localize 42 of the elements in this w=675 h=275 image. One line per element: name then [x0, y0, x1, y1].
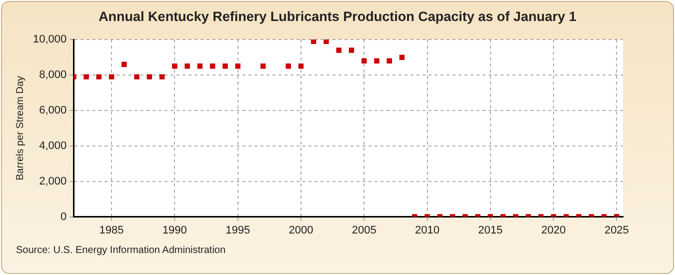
x-tick-label: 1990 — [162, 224, 187, 236]
point — [210, 64, 216, 69]
point — [324, 40, 329, 44]
point — [197, 64, 203, 69]
y-tick-label: 4,000 — [39, 140, 67, 152]
x-tick-label: 2005 — [352, 224, 376, 236]
point — [386, 58, 392, 64]
point — [159, 74, 165, 80]
x-tick-label: 2010 — [415, 224, 440, 236]
point — [122, 62, 127, 68]
point — [399, 54, 405, 60]
point — [260, 64, 266, 69]
y-tick-label: 0 — [60, 210, 67, 223]
point — [108, 74, 114, 80]
point — [361, 58, 367, 64]
x-tick-label: 1985 — [99, 224, 124, 236]
point — [184, 64, 190, 69]
chart-title: Annual Kentucky Refinery Lubricants Production Capacity as of January 1 — [98, 9, 578, 24]
point — [84, 74, 89, 80]
point — [134, 74, 140, 80]
point — [310, 40, 316, 44]
y-tick-label: 6,000 — [39, 104, 67, 117]
x-tick-label: 2000 — [288, 224, 314, 236]
source-note: Source: U.S. Energy Information Administration — [16, 245, 226, 256]
x-tick-label: 1995 — [226, 224, 250, 236]
point — [348, 48, 354, 53]
point — [172, 64, 178, 69]
x-tick-label: 2025 — [604, 224, 629, 236]
point — [286, 64, 291, 69]
point — [222, 64, 228, 69]
y-tick-label: 8,000 — [39, 69, 67, 82]
point — [235, 64, 240, 69]
x-tick-label: 2020 — [541, 224, 566, 236]
x-tick-label: 2015 — [478, 224, 503, 236]
point — [374, 58, 380, 64]
point — [298, 64, 304, 69]
point — [336, 48, 342, 53]
y-tick-label: 10,000 — [32, 34, 67, 46]
y-tick-label: 2,000 — [39, 175, 67, 188]
y-axis-title: Barrels per Stream Day — [14, 76, 26, 180]
point — [96, 74, 102, 80]
point — [146, 74, 152, 80]
